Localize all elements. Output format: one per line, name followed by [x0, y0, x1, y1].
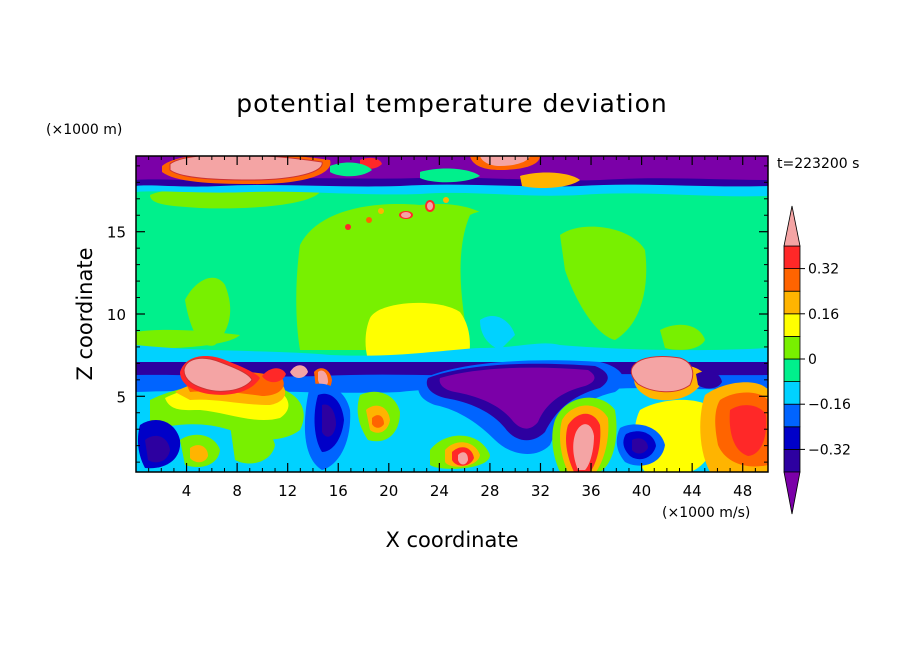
contour-region	[183, 357, 253, 392]
contour-region	[190, 445, 208, 463]
contour-region	[365, 302, 470, 360]
contour-region	[262, 368, 286, 383]
contour-speck	[366, 217, 372, 223]
contour-region	[150, 187, 320, 209]
contour-region	[729, 405, 767, 456]
contour-region	[460, 211, 521, 350]
colorbar-min-extension	[783, 471, 801, 515]
contour-region	[145, 435, 170, 463]
contour-region	[573, 424, 594, 470]
contour-region	[290, 365, 308, 378]
x-tick-label: 28	[480, 482, 499, 500]
x-axis-ticks: 4 8 12 16 20 24 28 32 36 40 44 48	[148, 156, 756, 500]
contour-region	[230, 422, 275, 464]
colorbar-tick-label: −0.16	[808, 397, 851, 413]
colorbar: 0.32 0.16 0 −0.16 −0.32	[783, 205, 851, 515]
x-tick-label: 24	[430, 482, 449, 500]
y-unit-label: (×1000 m)	[46, 122, 122, 138]
x-tick-label: 48	[733, 482, 752, 500]
contour-region	[169, 156, 323, 181]
colorbar-tick-label: −0.32	[808, 442, 851, 458]
x-tick-label: 20	[379, 482, 398, 500]
x-tick-label: 4	[182, 482, 192, 500]
colorbar-segment	[783, 268, 801, 292]
contour-region	[185, 277, 231, 346]
x-tick-label: 40	[632, 482, 651, 500]
x-tick-label: 32	[531, 482, 550, 500]
contour-region	[560, 226, 647, 340]
contour-region	[630, 356, 694, 393]
x-tick-label: 12	[278, 482, 297, 500]
colorbar-segment	[783, 335, 801, 360]
contour-region	[136, 329, 240, 349]
colorbar-segment	[783, 381, 801, 405]
y-tick-label: 15	[107, 224, 126, 242]
contour-speck	[443, 197, 449, 203]
contour-speck	[401, 212, 411, 218]
time-label: t=223200 s	[777, 156, 859, 172]
contour-region	[322, 404, 336, 437]
contour-region	[458, 452, 468, 465]
y-tick-label: 10	[107, 306, 126, 324]
plot-area	[136, 156, 768, 472]
colorbar-segment	[783, 313, 801, 337]
contour-region	[372, 415, 384, 428]
x-unit-label: (×1000 m/s)	[662, 505, 750, 521]
x-tick-label: 44	[683, 482, 702, 500]
contour-region	[696, 371, 722, 389]
y-tick-label: 5	[116, 388, 126, 406]
x-tick-label: 36	[581, 482, 600, 500]
colorbar-segment	[783, 358, 801, 383]
y-axis-label: Z coordinate	[73, 247, 97, 380]
contour-region	[420, 168, 480, 183]
colorbar-segment	[783, 290, 801, 315]
y-axis-ticks: 5 10 15	[107, 165, 768, 463]
contour-region	[632, 438, 648, 454]
contour-speck	[345, 224, 351, 230]
colorbar-tick-label: 0.32	[808, 262, 839, 278]
colorbar-tick-label: 0.16	[808, 307, 839, 323]
colorbar-segment	[783, 426, 801, 450]
contour-region	[520, 172, 580, 188]
colorbar-max-extension	[783, 205, 801, 247]
x-axis-label: X coordinate	[385, 528, 518, 552]
contour-speck	[427, 202, 433, 210]
colorbar-segment	[783, 403, 801, 428]
colorbar-tick-label: 0	[808, 352, 817, 368]
contour-region	[330, 162, 372, 177]
contour-region	[318, 370, 328, 388]
x-tick-label: 16	[329, 482, 348, 500]
contour-region	[480, 156, 530, 166]
colorbar-segment	[783, 448, 801, 473]
contour-region	[439, 367, 595, 429]
contour-region	[480, 315, 515, 350]
chart-title: potential temperature deviation	[236, 89, 667, 118]
colorbar-segment	[783, 245, 801, 270]
contour-speck	[378, 208, 384, 214]
x-tick-label: 8	[232, 482, 242, 500]
contour-region	[660, 324, 705, 350]
